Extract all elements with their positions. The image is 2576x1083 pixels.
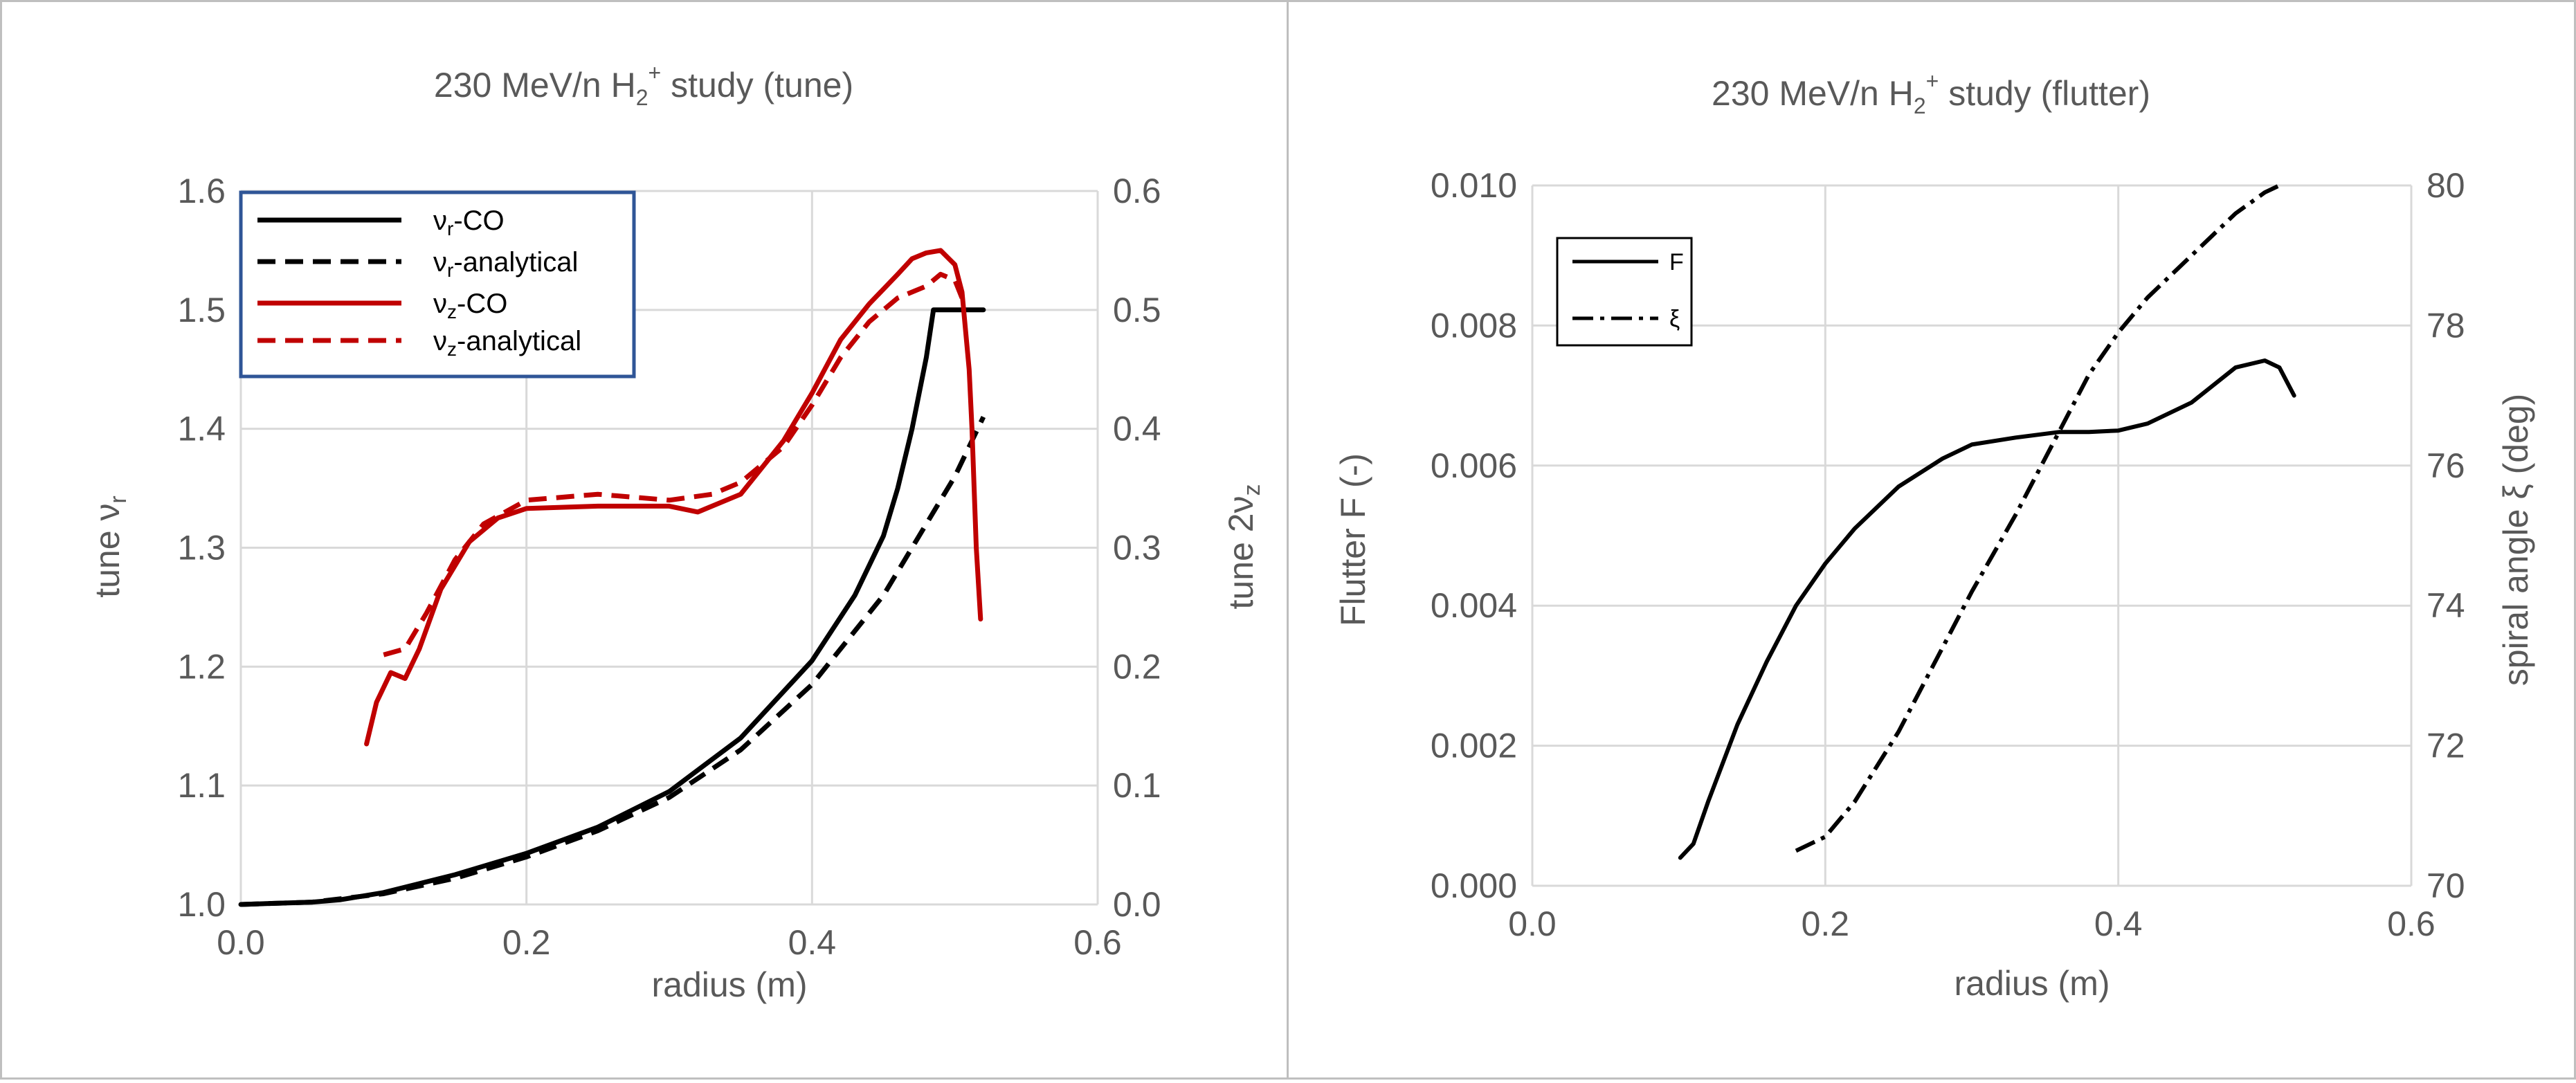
tune-y2-tick-label: 0.5 (1113, 291, 1161, 329)
legend-label-flutter: F (1669, 249, 1684, 275)
flutter-y2-tick-label: 80 (2427, 166, 2465, 205)
tune-series-1-line (240, 415, 986, 907)
legend-label-nuz-analytical: νz-analytical (433, 326, 581, 360)
tune-x-axis-label: radius (m) (651, 965, 807, 1004)
flutter-chart-panel (1287, 0, 2576, 1080)
tune-y-tick-label: 1.3 (177, 529, 226, 567)
tune-y2-tick-label: 0.0 (1113, 885, 1161, 924)
flutter-series-0-line (1678, 358, 2296, 860)
tune-chart-panel (0, 0, 1289, 1080)
tune-y-tick-label: 1.5 (177, 291, 226, 329)
tune-y2-tick-label: 0.6 (1113, 172, 1161, 210)
tune-y2-tick-label: 0.4 (1113, 410, 1161, 448)
flutter-x-tick-label: 0.2 (1802, 904, 1850, 943)
flutter-y2-tick-label: 76 (2427, 446, 2465, 485)
tune-y2-tick-label: 0.2 (1113, 647, 1161, 686)
flutter-chart-title: 230 MeV/n H2+ study (flutter) (1712, 69, 2150, 118)
flutter-y-axis-label: Flutter F (-) (1334, 453, 1372, 626)
flutter-y-tick-label: 0.002 (1431, 727, 1517, 765)
tune-y2-tick-label: 0.3 (1113, 529, 1161, 567)
flutter-y-tick-label: 0.000 (1431, 866, 1517, 905)
tune-series-0-line (238, 307, 986, 907)
tune-y-tick-label: 1.4 (177, 410, 226, 448)
flutter-y2-tick-label: 72 (2427, 727, 2465, 765)
tune-y-tick-label: 1.1 (177, 766, 226, 805)
tune-x-tick-label: 0.6 (1073, 923, 1122, 962)
tune-series-3-line (383, 271, 965, 657)
tune-series-2-line (364, 248, 983, 747)
flutter-y-tick-label: 0.008 (1431, 306, 1517, 345)
tune-y-tick-label: 1.0 (177, 885, 226, 924)
tune-y-tick-label: 1.2 (177, 647, 226, 686)
flutter-x-axis-label: radius (m) (1954, 964, 2110, 1003)
tune-x-tick-label: 0.2 (502, 923, 551, 962)
flutter-x-tick-label: 0.4 (2094, 904, 2143, 943)
flutter-chart-legend: F ξ (1556, 237, 1693, 347)
tune-y2-axis-label: tune 2νz (1222, 484, 1265, 609)
tune-y2-tick-label: 0.1 (1113, 766, 1161, 805)
tune-plot-area: 1.0 1.1 1.2 1.3 1.4 1.5 1.6 0.0 0.1 0.2 0.3 0.4 0.5 0… (177, 172, 1161, 962)
flutter-y-tick-label: 0.006 (1431, 446, 1517, 485)
flutter-y2-tick-label: 78 (2427, 306, 2465, 345)
legend-box (239, 190, 636, 379)
tune-y-axis-label: tune νr (88, 495, 131, 598)
flutter-y2-tick-label: 70 (2427, 866, 2465, 905)
legend-label-nur-co: νr-CO (433, 206, 505, 239)
flutter-y-tick-label: 0.010 (1431, 166, 1517, 205)
flutter-y-tick-label: 0.004 (1431, 586, 1517, 625)
flutter-series-1-line (1795, 183, 2280, 853)
flutter-plot-area: 0.000 0.002 0.004 0.006 0.008 0.010 70 72 74 76 78… (1431, 166, 2465, 943)
legend-box (1556, 237, 1693, 347)
flutter-x-tick-label: 0.0 (1508, 904, 1557, 943)
flutter-y2-axis-label: spiral angle ξ (deg) (2496, 394, 2535, 686)
tune-x-tick-label: 0.0 (217, 923, 265, 962)
tune-y-tick-label: 1.6 (177, 172, 226, 210)
tune-chart-legend: νr-CO νr-analytical νz-CO νz-analytical (239, 190, 636, 379)
legend-label-nuz-co: νz-CO (433, 289, 507, 322)
flutter-x-tick-label: 0.6 (2387, 904, 2436, 943)
legend-label-nur-analytical: νr-analytical (433, 247, 578, 281)
tune-chart-title: 230 MeV/n H2+ study (tune) (434, 60, 853, 110)
legend-label-spiral-angle: ξ (1669, 306, 1680, 332)
flutter-y2-tick-label: 74 (2427, 586, 2465, 625)
tune-x-tick-label: 0.4 (788, 923, 837, 962)
